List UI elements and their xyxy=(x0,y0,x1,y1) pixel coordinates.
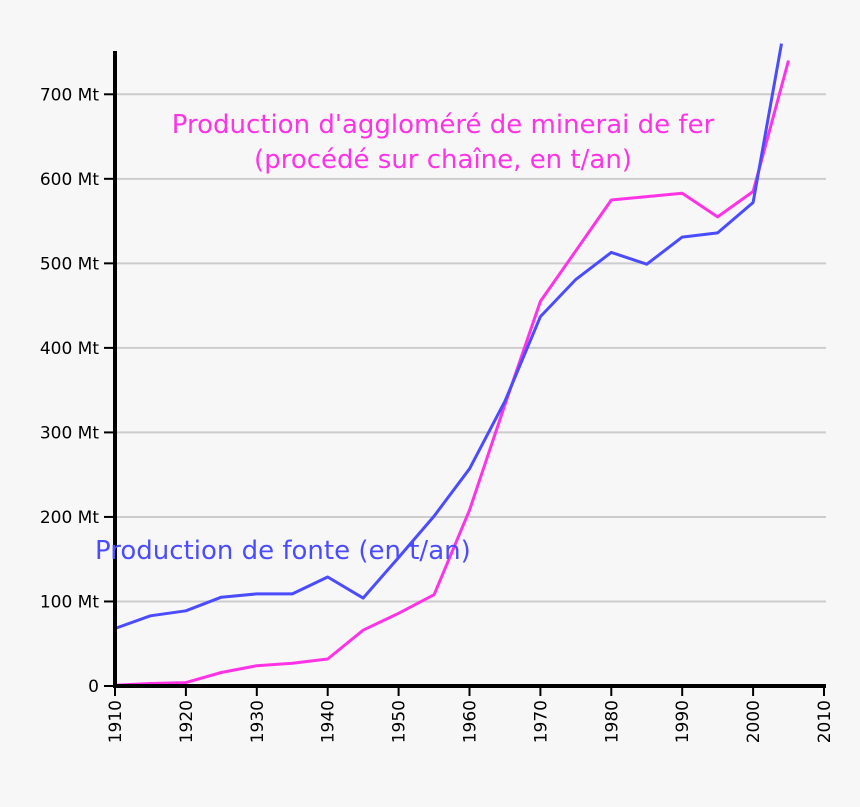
x-tick-label-1980: 1980 xyxy=(602,700,622,743)
x-tick-label-1990: 1990 xyxy=(673,700,693,743)
x-tick-label-1920: 1920 xyxy=(177,700,197,743)
x-tick-label-1910: 1910 xyxy=(106,700,126,743)
series-label-agglomere-line-2: (procédé sur chaîne, en t/an) xyxy=(254,145,632,175)
series-label-agglomere-line-1: Production d'aggloméré de minerai de fer xyxy=(172,110,715,140)
x-tick-label-1950: 1950 xyxy=(390,700,410,743)
x-tick-label-2010: 2010 xyxy=(815,700,835,743)
series-line-agglomere xyxy=(114,60,790,687)
series-line-fonte xyxy=(114,43,783,630)
y-tick-label-100: 100 Mt xyxy=(40,592,100,612)
x-tick-label-1940: 1940 xyxy=(319,700,339,743)
series-label-fonte: Production de fonte (en t/an) xyxy=(95,536,471,566)
x-tick-label-1930: 1930 xyxy=(248,700,268,743)
x-tick-label-1970: 1970 xyxy=(531,700,551,743)
y-tick-label-0: 0 xyxy=(88,677,99,697)
y-tick-label-300: 300 Mt xyxy=(40,423,100,443)
series-labels: Production d'aggloméré de minerai de fer… xyxy=(95,110,715,566)
y-tick-label-200: 200 Mt xyxy=(40,508,100,528)
y-tick-label-400: 400 Mt xyxy=(40,339,100,359)
x-tick-label-2000: 2000 xyxy=(744,700,764,743)
x-tick-label-1960: 1960 xyxy=(461,700,481,743)
y-tick-label-500: 500 Mt xyxy=(40,254,100,274)
y-tick-label-600: 600 Mt xyxy=(40,170,100,190)
series-lines xyxy=(114,43,790,687)
y-tick-label-700: 700 Mt xyxy=(40,85,100,105)
grid-lines xyxy=(115,93,826,603)
tick-marks: 0 100 Mt 200 Mt 300 Mt 400 Mt 500 Mt 600 Mt 700… xyxy=(40,85,835,743)
